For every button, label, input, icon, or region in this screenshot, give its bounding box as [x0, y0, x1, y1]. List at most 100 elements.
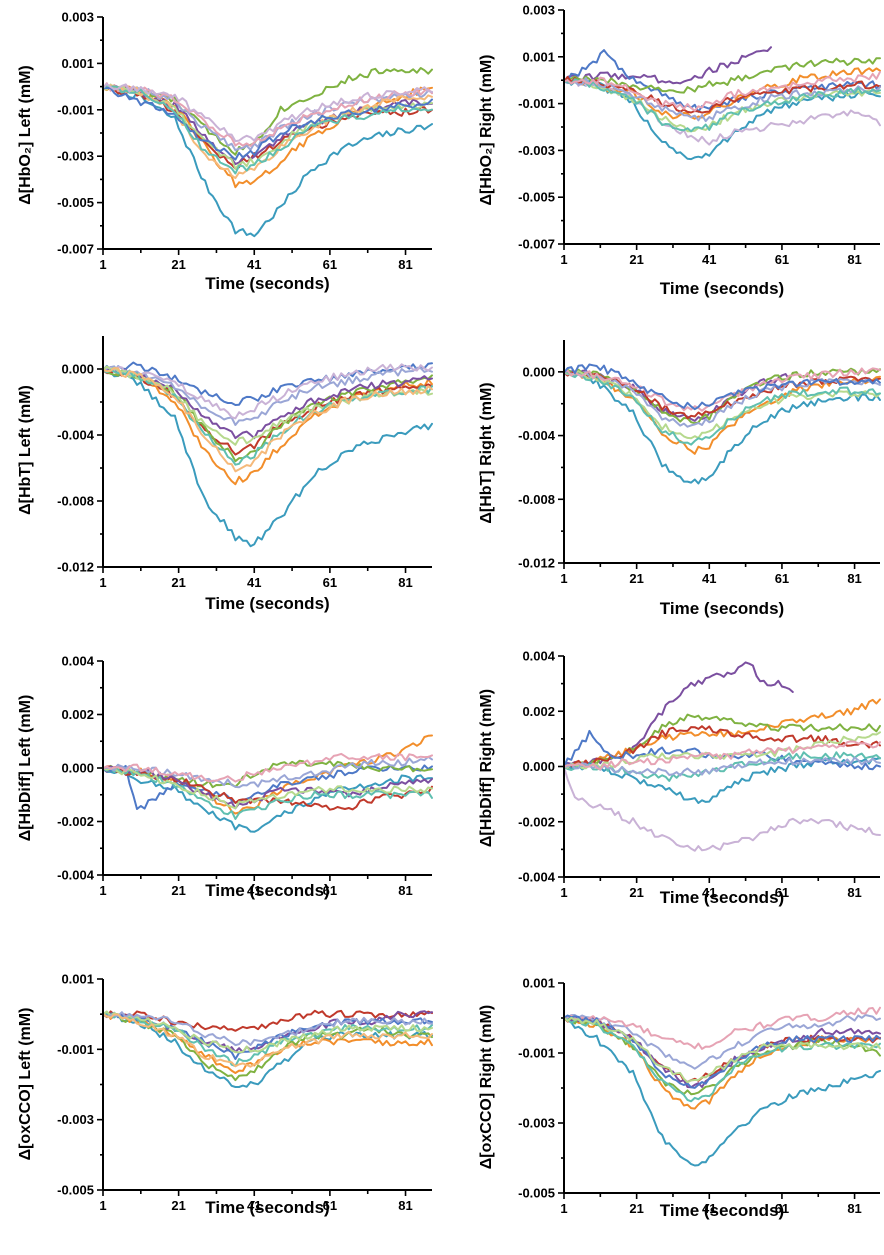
x-tick-label: 21 [171, 257, 185, 272]
series-line-6 [563, 1016, 881, 1103]
series-line-4 [563, 57, 881, 94]
chart-panel-7: -0.005 -0.003 -0.001 0.001 1 21 41 61 81 Time (se… [17, 972, 433, 1217]
y-tick-label: 0.002 [522, 704, 555, 719]
chart-panel-3: -0.012 -0.008 -0.004 0.000 1 21 41 61 81 Time (se… [17, 336, 433, 613]
y-tick-label: -0.012 [57, 560, 94, 575]
x-axis-title: Time (seconds) [205, 274, 329, 293]
series-line-10 [563, 1016, 881, 1084]
y-tick-label: 0.000 [61, 761, 94, 776]
series-line-9 [563, 77, 881, 123]
series-line-1 [563, 370, 881, 485]
x-tick-label: 21 [629, 571, 643, 586]
series-line-1 [102, 369, 433, 548]
y-tick-label: -0.001 [57, 102, 94, 117]
series-line-11 [102, 84, 433, 175]
series-line-10 [102, 752, 433, 783]
x-tick-label: 81 [847, 571, 861, 586]
x-tick-label: 1 [99, 257, 106, 272]
x-tick-label: 61 [775, 252, 789, 267]
y-axis-title: Δ[oxCCO] Right (mM) [478, 1005, 495, 1169]
y-tick-label: -0.007 [57, 242, 94, 257]
series-line-11 [563, 740, 881, 771]
x-axis-title: Time (seconds) [205, 594, 329, 613]
x-tick-label: 41 [247, 257, 261, 272]
y-axis-title: Δ[HbDiff] Left (mM) [17, 695, 34, 842]
x-tick-label: 1 [560, 1201, 567, 1216]
y-tick-label: -0.008 [518, 492, 555, 507]
x-tick-label: 61 [775, 1201, 789, 1216]
x-tick-label: 41 [702, 252, 716, 267]
y-tick-label: -0.005 [518, 1186, 555, 1201]
x-tick-label: 41 [702, 885, 716, 900]
series-line-8 [102, 363, 433, 420]
chart-panel-5: -0.004 -0.002 0.000 0.002 0.004 1 21 41 61 81 Time… [17, 654, 433, 900]
series-line-8 [563, 371, 881, 446]
x-axis-title: Time (seconds) [660, 599, 784, 618]
y-tick-label: -0.004 [518, 870, 556, 885]
y-tick-label: -0.005 [518, 190, 555, 205]
series-line-6 [563, 757, 881, 804]
y-tick-label: -0.007 [518, 237, 555, 252]
y-tick-label: 0.004 [61, 654, 94, 669]
chart-panel-8: -0.005 -0.003 -0.001 0.001 1 21 41 61 81 Time (se… [478, 976, 881, 1220]
series-line-7 [102, 365, 433, 426]
series-line-7 [563, 1014, 881, 1070]
x-tick-label: 1 [99, 883, 106, 898]
x-tick-label: 81 [398, 575, 412, 590]
series-line-1 [102, 767, 433, 833]
y-tick-label: -0.008 [57, 494, 94, 509]
y-tick-label: -0.004 [57, 868, 95, 883]
series-line-1 [102, 1012, 433, 1088]
series-line-6 [102, 366, 433, 440]
x-tick-label: 61 [323, 257, 337, 272]
y-tick-label: -0.003 [518, 143, 555, 158]
series-line-10 [102, 1013, 433, 1068]
x-tick-label: 81 [398, 257, 412, 272]
x-axis-title: Time (seconds) [660, 1201, 784, 1220]
y-tick-label: 0.001 [522, 49, 555, 64]
y-tick-label: -0.003 [57, 149, 94, 164]
series-line-10 [563, 756, 881, 777]
x-tick-label: 81 [847, 252, 861, 267]
y-tick-label: 0.004 [522, 649, 555, 664]
series-line-3 [563, 765, 881, 852]
x-tick-label: 1 [99, 1198, 106, 1213]
chart-panel-6: -0.004 -0.002 0.000 0.002 0.004 1 21 41 61 81 Time… [478, 649, 881, 907]
series-line-12 [102, 83, 433, 143]
y-tick-label: -0.004 [518, 428, 556, 443]
series-line-2 [102, 367, 433, 486]
x-tick-label: 61 [775, 885, 789, 900]
x-tick-label: 21 [629, 1201, 643, 1216]
chart-panel-1: -0.007 -0.005 -0.003 -0.001 0.001 0.003 1 21 41 6… [17, 10, 433, 293]
series-line-11 [102, 367, 433, 473]
chart-panel-2: -0.007 -0.005 -0.003 -0.001 0.001 0.003 1 21 41 6… [478, 3, 881, 298]
x-tick-label: 81 [847, 1201, 861, 1216]
y-axis-title: Δ[HbDiff] Right (mM) [478, 689, 495, 847]
y-tick-label: 0.002 [61, 707, 94, 722]
y-tick-label: -0.001 [518, 1046, 555, 1061]
x-tick-label: 81 [398, 1198, 412, 1213]
x-tick-label: 41 [702, 571, 716, 586]
series-line-8 [102, 767, 433, 810]
y-tick-label: -0.012 [518, 556, 555, 571]
y-tick-label: -0.001 [518, 96, 555, 111]
y-tick-label: -0.003 [518, 1116, 555, 1131]
x-axis-title: Time (seconds) [660, 279, 784, 298]
x-tick-label: 21 [171, 1198, 185, 1213]
x-tick-label: 61 [323, 1198, 337, 1213]
y-tick-label: -0.002 [518, 814, 555, 829]
series-line-8 [563, 1006, 881, 1050]
y-tick-label: 0.000 [61, 362, 94, 377]
y-tick-label: -0.003 [57, 1112, 94, 1127]
y-tick-label: 0.001 [61, 56, 94, 71]
series-line-9 [102, 1011, 433, 1047]
x-tick-label: 1 [560, 885, 567, 900]
series-line-8 [102, 1010, 433, 1054]
x-tick-label: 1 [99, 575, 106, 590]
y-tick-label: -0.002 [57, 814, 94, 829]
series-line-2 [563, 370, 881, 455]
y-tick-label: 0.000 [522, 759, 555, 774]
y-axis-title: Δ[HbO₂] Left (mM) [17, 65, 34, 204]
x-axis-title: Time (seconds) [660, 888, 784, 907]
